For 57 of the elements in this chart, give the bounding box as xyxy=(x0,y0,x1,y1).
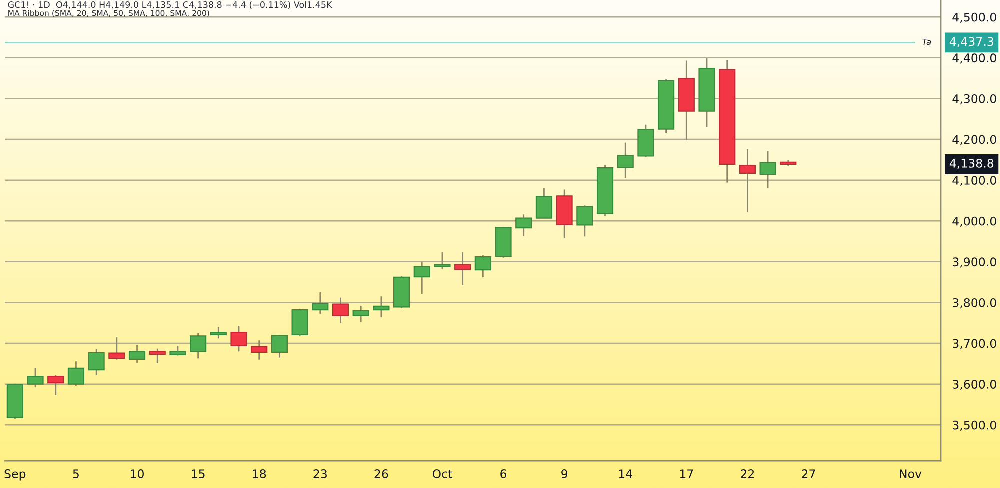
x-tick-label: 14 xyxy=(619,470,632,478)
x-tick-label: 18 xyxy=(253,470,266,478)
candlestick xyxy=(48,374,64,396)
x-tick-label: 22 xyxy=(741,470,754,478)
candlestick xyxy=(373,296,390,318)
x-tick-label: 26 xyxy=(374,470,388,478)
y-tick-label: 4,000.0 xyxy=(952,216,996,227)
x-tick-label: Oct xyxy=(432,470,452,478)
candlestick xyxy=(739,148,756,213)
candlestick xyxy=(210,326,227,340)
y-tick-label: 4,500.0 xyxy=(952,12,996,23)
x-tick-label: 27 xyxy=(802,470,816,478)
candlestick xyxy=(576,204,594,238)
candlestick xyxy=(760,150,776,189)
x-tick-label: 9 xyxy=(562,470,568,478)
candlestick xyxy=(68,360,85,387)
y-tick-label: 3,700.0 xyxy=(953,339,996,350)
candlestick xyxy=(27,367,44,388)
candlestick xyxy=(230,325,248,352)
candlestick xyxy=(312,292,329,315)
y-tick-label: 3,500.0 xyxy=(953,420,996,431)
candlestick xyxy=(170,345,186,356)
candlestick xyxy=(251,340,268,361)
candlestick xyxy=(352,305,370,323)
x-tick-label: 5 xyxy=(73,470,79,478)
y-tick-label: 4,300.0 xyxy=(952,94,996,105)
y-tick-label: 3,600.0 xyxy=(953,380,996,390)
text: 4,437.3 xyxy=(950,37,994,48)
x-tick-label: 23 xyxy=(314,470,327,478)
x-tick-label: 10 xyxy=(131,470,144,478)
candlestick xyxy=(617,142,634,179)
x-tick-label: 17 xyxy=(680,470,694,478)
candlestick xyxy=(128,344,146,364)
candlestick xyxy=(516,214,532,237)
y-tick-label: 4,100.0 xyxy=(952,176,996,186)
y-tick-label: 4,400.0 xyxy=(952,54,996,64)
candlestick xyxy=(434,252,451,270)
candlestick xyxy=(454,252,472,286)
candlestick xyxy=(474,254,492,278)
candlestick xyxy=(149,348,166,364)
chart-title: GC1! · 1D O4,144.0 H4,149.0 L4,135.1 C4,138.8 −4.4 (−0.11%) Vol1.45K xyxy=(8,1,332,10)
candlestick xyxy=(271,334,288,358)
candlestick xyxy=(332,297,350,324)
x-tick-label: Nov xyxy=(900,470,922,478)
ref-line-label: Ta xyxy=(922,38,932,46)
candlestick xyxy=(414,261,430,295)
y-tick-label: 3,900.0 xyxy=(953,258,996,268)
text: 4,138.8 xyxy=(950,158,994,170)
candlestick xyxy=(536,187,553,220)
x-tick-label: Sep xyxy=(4,470,26,481)
y-tick-label: 3,800.0 xyxy=(953,298,996,309)
y-tick-label: 4,200.0 xyxy=(952,135,996,146)
candlestick xyxy=(108,336,126,361)
candlestick xyxy=(190,332,207,360)
candlestick xyxy=(88,348,105,376)
x-tick-label: 6 xyxy=(500,470,507,478)
x-tick-label: 15 xyxy=(192,470,205,478)
